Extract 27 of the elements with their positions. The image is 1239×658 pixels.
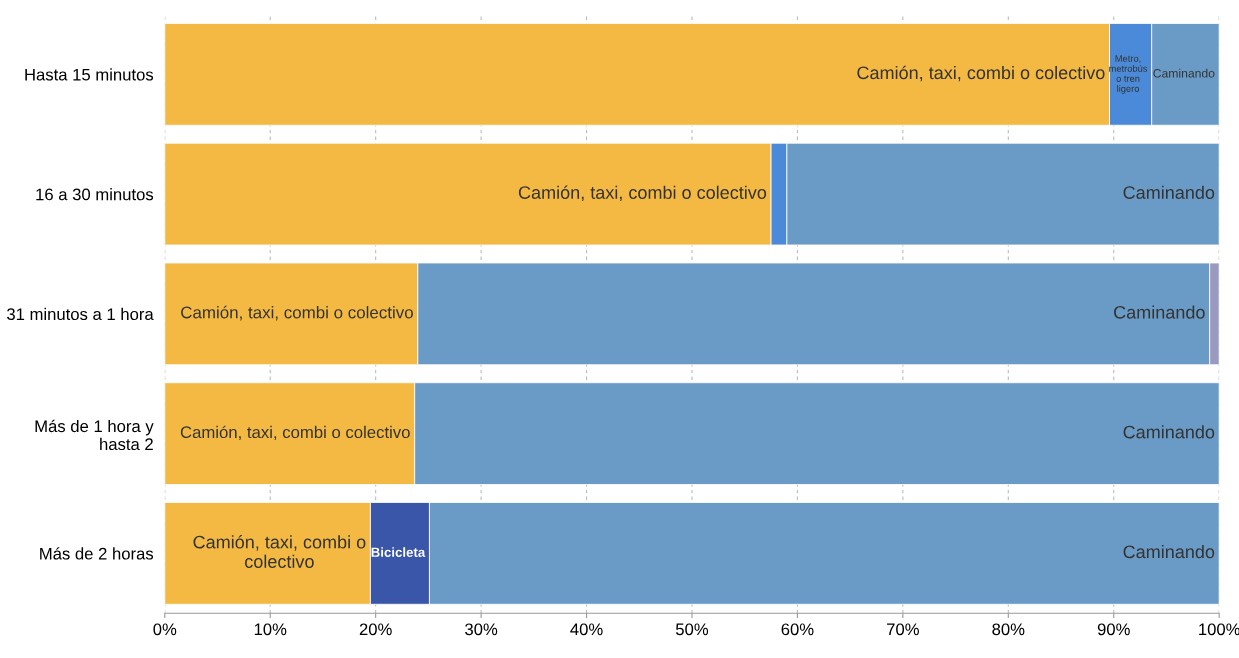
annotation: Caminando	[1114, 305, 1205, 319]
x-tick-label: 80%	[992, 623, 1025, 636]
annotation: Caminando	[1153, 68, 1215, 78]
x-tick-label: 30%	[465, 623, 498, 636]
annotation: Caminando	[1123, 425, 1215, 439]
y-tick-label: Hasta 15 minutos	[25, 68, 154, 81]
x-tick-label: 0%	[153, 623, 177, 636]
x-tick-label: 10%	[254, 623, 287, 636]
x-tick-label: 70%	[887, 623, 919, 636]
annotation: Caminando	[1123, 185, 1215, 199]
x-tick-label: 20%	[359, 623, 392, 636]
annotation: Camión, taxi, combi o colectivo	[857, 65, 1105, 82]
annotation: Bicicleta	[371, 547, 426, 557]
annotation: Camión, taxi, combi o colectivo	[193, 535, 366, 568]
x-tick-label: 50%	[675, 623, 709, 636]
y-tick-label: Más de 1 hora y hasta 2	[35, 419, 154, 451]
annotation: Camión, taxi, combi o colectivo	[180, 425, 410, 441]
x-tick-label: 40%	[570, 623, 603, 636]
annotation: Caminando	[1123, 544, 1215, 559]
annotation: Camión, taxi, combi o colectivo	[181, 305, 413, 321]
x-tick-label: 100%	[1199, 623, 1239, 636]
x-tick-label: 60%	[781, 623, 814, 636]
annotation: Camión, taxi, combi o colectivo	[518, 185, 767, 202]
x-tick-label: 90%	[1097, 623, 1130, 636]
y-tick-label: Más de 2 horas	[40, 547, 154, 560]
y-tick-label: 16 a 30 minutos	[36, 188, 154, 201]
y-tick-label: 31 minutos a 1 hora	[7, 307, 154, 321]
